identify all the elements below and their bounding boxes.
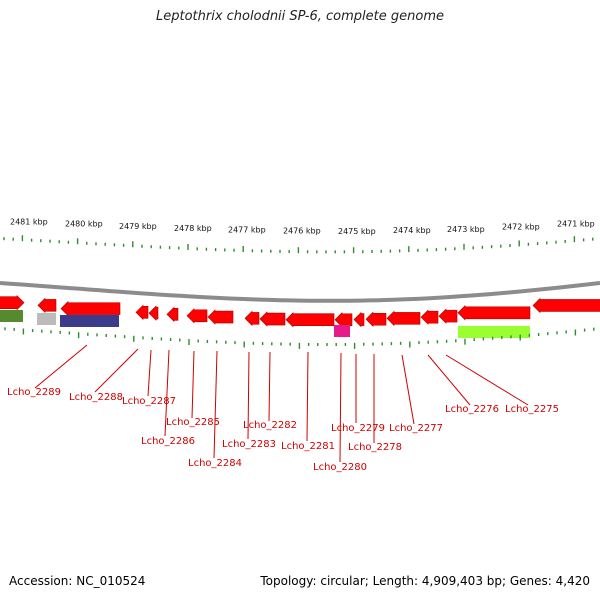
callout-line [247,351,250,440]
gene-label: Lcho_2276 [445,404,499,415]
scale-label: 2476 kbp [283,227,321,236]
callout-line [213,350,218,459]
cds-arrow [532,297,600,314]
callout-line [164,349,170,437]
callout-line [268,351,271,422]
feature-track [0,310,530,338]
cds-arrow [207,309,234,325]
scale-label: 2471 kbp [557,220,595,229]
feature-block [60,315,119,327]
cds-arrow [60,300,121,317]
inner-scale-ticks [4,327,595,349]
scale-label: 2478 kbp [174,224,212,233]
cds-arrow [244,310,260,327]
callout-line [427,354,471,406]
gene-label: Lcho_2289 [7,387,61,398]
gene-label: Lcho_2277 [389,423,443,434]
outer-scale-ticks [3,235,594,254]
cds-arrow [37,297,57,314]
cds-track [0,294,600,328]
scale-label: 2480 kbp [65,220,103,229]
callout-line [306,351,309,442]
backbone-line [0,281,600,303]
callout-line [191,350,195,419]
scale-labels: 2481 kbp 2480 kbp 2479 kbp 2478 kbp 2477 kbp… [10,217,595,235]
gene-label: Lcho_2281 [281,441,335,452]
cds-arrow [186,308,208,324]
gene-label: Lcho_2286 [141,436,195,447]
callout-line [445,354,529,406]
gene-label: Lcho_2283 [222,439,276,450]
gene-label: Lcho_2285 [166,417,220,428]
gene-label: Lcho_2279 [331,423,385,434]
feature-block [37,313,56,325]
gene-callouts: Lcho_2289 Lcho_2288 Lcho_2287 Lcho_2286 Lcho… [7,344,559,473]
map-title: Leptothrix cholodnii SP-6, complete geno… [156,9,444,24]
cds-arrow [365,311,387,327]
cds-arrow [420,309,439,325]
gene-label: Lcho_2275 [505,404,559,415]
cds-arrow [166,306,179,323]
scale-label: 2477 kbp [228,225,266,234]
cds-arrow [285,311,335,328]
gene-label: Lcho_2288 [69,392,123,403]
scale-label: 2472 kbp [502,223,540,232]
gene-label: Lcho_2284 [188,458,242,469]
scale-label: 2481 kbp [10,217,48,226]
cds-arrow [438,308,458,324]
scale-label: 2474 kbp [393,226,431,235]
gene-label: Lcho_2280 [313,462,367,473]
scale-label: 2479 kbp [119,222,157,231]
scale-label: 2473 kbp [447,225,485,234]
feature-block [334,325,350,337]
gene-label: Lcho_2278 [348,442,402,453]
cds-arrow [457,305,531,321]
feature-block [0,310,23,322]
scale-label: 2475 kbp [338,227,376,236]
genome-summary-text: Topology: circular; Length: 4,909,403 bp… [260,574,590,588]
cds-arrow [334,312,353,328]
gene-label: Lcho_2282 [243,420,297,431]
backbone-arc [0,281,600,303]
accession-text: Accession: NC_010524 [9,574,146,588]
cds-arrow [386,310,421,327]
gene-label: Lcho_2287 [122,396,176,407]
cds-arrow [135,304,149,321]
callout-line [401,354,415,425]
callout-line [147,349,152,397]
callout-line [94,348,139,393]
cds-arrow [0,294,25,311]
cds-arrow [148,305,159,321]
cds-arrow [353,311,365,328]
feature-block [458,326,530,338]
callout-line [339,352,342,463]
cds-arrow [259,311,286,327]
callout-line [34,344,88,389]
